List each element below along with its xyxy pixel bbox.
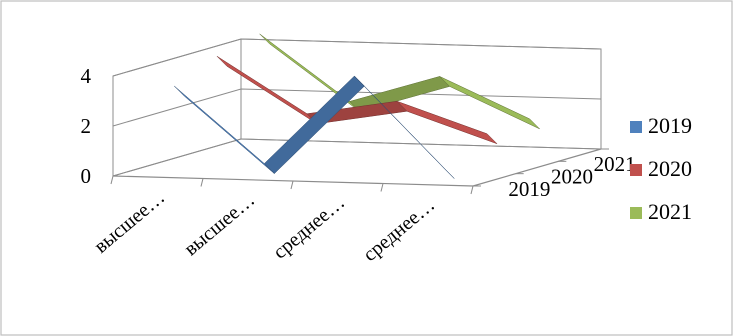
legend-swatch-2021 (630, 207, 642, 219)
y-tick-labels: 0 2 4 (81, 64, 92, 188)
x-tick (200, 178, 204, 187)
x-tick (380, 183, 384, 192)
depth-label: 2019 (508, 177, 550, 201)
y-tick-label: 2 (81, 114, 92, 138)
y-tick-label: 0 (81, 164, 92, 188)
series-layer (174, 33, 540, 179)
x-tick (110, 175, 114, 185)
series-2020 (216, 56, 498, 144)
legend: 2019 2020 2021 (630, 113, 692, 224)
legend-swatch-2019 (630, 121, 642, 133)
axes (110, 148, 609, 195)
depth-axis-line (472, 148, 602, 187)
depth-label: 2020 (551, 165, 593, 189)
y-tick-label: 4 (81, 64, 92, 88)
gridline (112, 138, 602, 177)
series-2021-segment-3 (439, 76, 540, 130)
legend-label: 2020 (648, 156, 692, 181)
legend-label: 2019 (648, 113, 692, 138)
legend-label: 2021 (648, 199, 692, 224)
depth-label: 2021 (594, 152, 636, 176)
gridline (112, 38, 602, 77)
legend-swatch-2020 (630, 164, 642, 176)
series-2019 (174, 75, 455, 179)
x-tick (290, 180, 294, 190)
series-2020-segment-3 (396, 101, 498, 144)
series-2019-segment-3 (354, 75, 455, 179)
x-tick (470, 185, 474, 195)
